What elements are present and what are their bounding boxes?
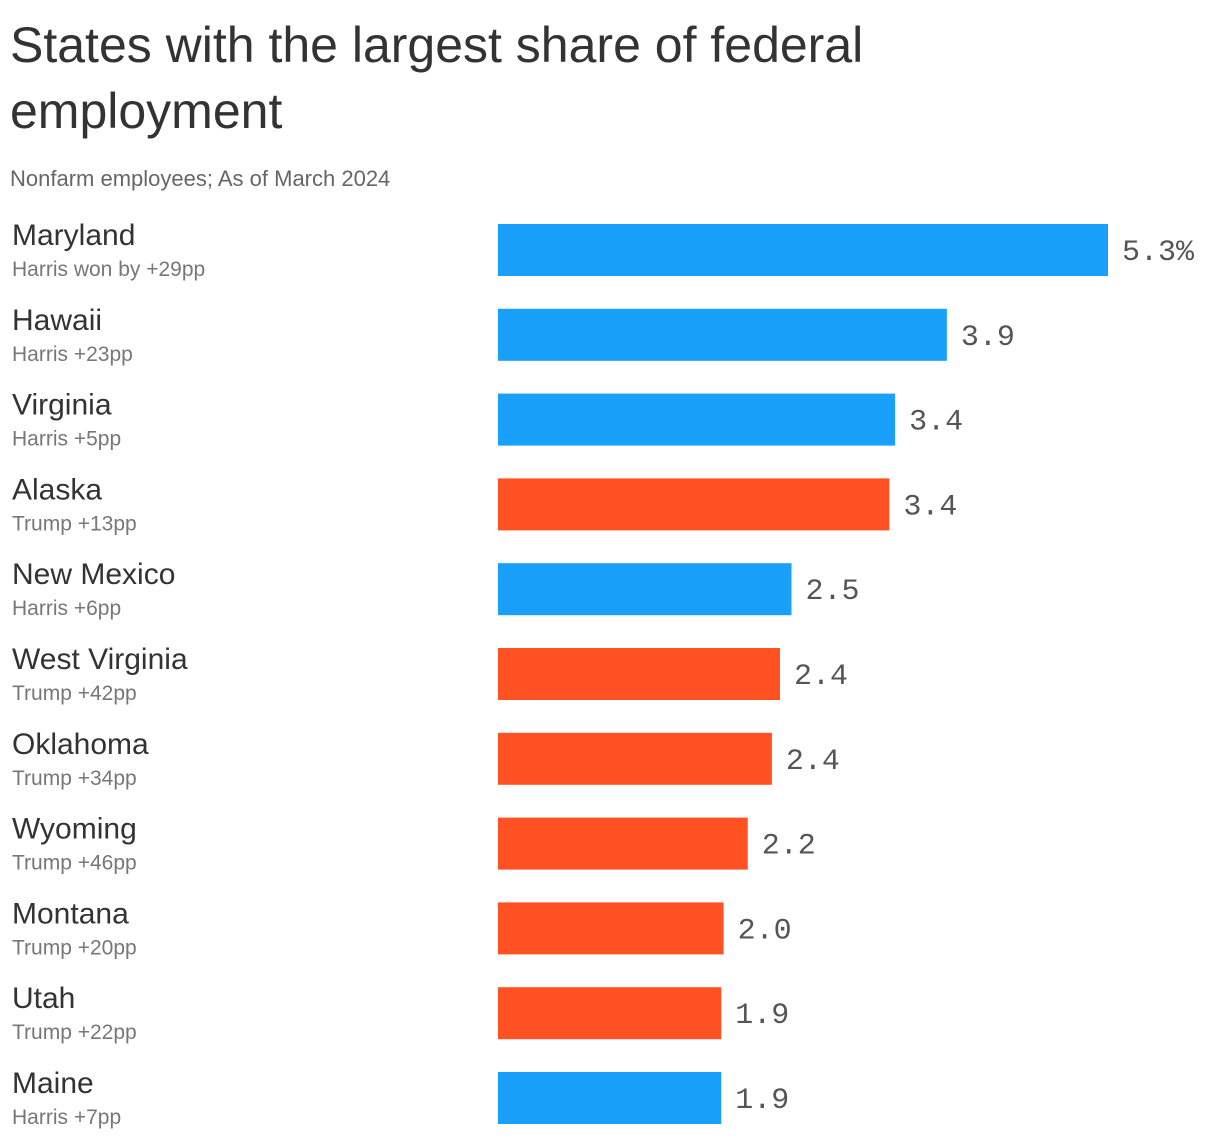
state-label-alaska: Alaska [12, 473, 102, 506]
value-label-oklahoma: 2.4 [786, 745, 840, 779]
state-label-virginia: Virginia [12, 389, 112, 422]
state-margin-montana: Trump +20pp [12, 936, 137, 959]
state-margin-west-virginia: Trump +42pp [12, 682, 137, 705]
value-label-wyoming: 2.2 [762, 830, 816, 864]
bar-wyoming [498, 817, 748, 870]
value-label-virginia: 3.4 [909, 406, 963, 440]
state-label-new-mexico: New Mexico [12, 558, 175, 591]
bar-alaska [498, 478, 890, 531]
bar-maine [498, 1072, 722, 1124]
state-label-wyoming: Wyoming [12, 813, 137, 846]
state-margin-wyoming: Trump +46pp [12, 852, 137, 875]
bar-utah [498, 987, 722, 1040]
state-margin-maine: Harris +7pp [12, 1106, 121, 1129]
bar-maryland [498, 224, 1108, 276]
bar-west-virginia [498, 648, 780, 700]
bar-virginia [498, 393, 896, 446]
state-label-utah: Utah [12, 982, 75, 1015]
state-label-oklahoma: Oklahoma [12, 728, 149, 761]
chart-title: States with the largest share of federal… [10, 17, 864, 139]
state-margin-oklahoma: Trump +34pp [12, 767, 137, 790]
state-margin-new-mexico: Harris +6pp [12, 597, 121, 620]
state-margin-virginia: Harris +5pp [12, 428, 121, 451]
state-label-west-virginia: West Virginia [12, 643, 188, 676]
state-margin-utah: Trump +22pp [12, 1021, 137, 1044]
state-label-montana: Montana [12, 897, 129, 930]
state-label-hawaii: Hawaii [12, 304, 102, 337]
bar-montana [498, 902, 724, 955]
chart-subtitle: Nonfarm employees; As of March 2024 [10, 166, 391, 191]
value-label-maine: 1.9 [735, 1084, 789, 1118]
value-label-maryland: 5.3% [1122, 236, 1195, 270]
value-label-new-mexico: 2.5 [805, 575, 859, 609]
state-margin-hawaii: Harris +23pp [12, 343, 133, 366]
bar-new-mexico [498, 563, 792, 616]
bar-hawaii [498, 308, 947, 361]
value-label-hawaii: 3.9 [961, 321, 1015, 355]
value-label-utah: 1.9 [735, 999, 789, 1033]
state-label-maine: Maine [12, 1067, 94, 1100]
value-label-west-virginia: 2.4 [794, 660, 848, 694]
value-label-montana: 2.0 [738, 914, 792, 948]
state-margin-alaska: Trump +13pp [12, 512, 137, 535]
value-label-alaska: 3.4 [903, 490, 957, 524]
bar-oklahoma [498, 732, 772, 785]
state-margin-maryland: Harris won by +29pp [12, 258, 205, 281]
state-label-maryland: Maryland [12, 219, 135, 252]
